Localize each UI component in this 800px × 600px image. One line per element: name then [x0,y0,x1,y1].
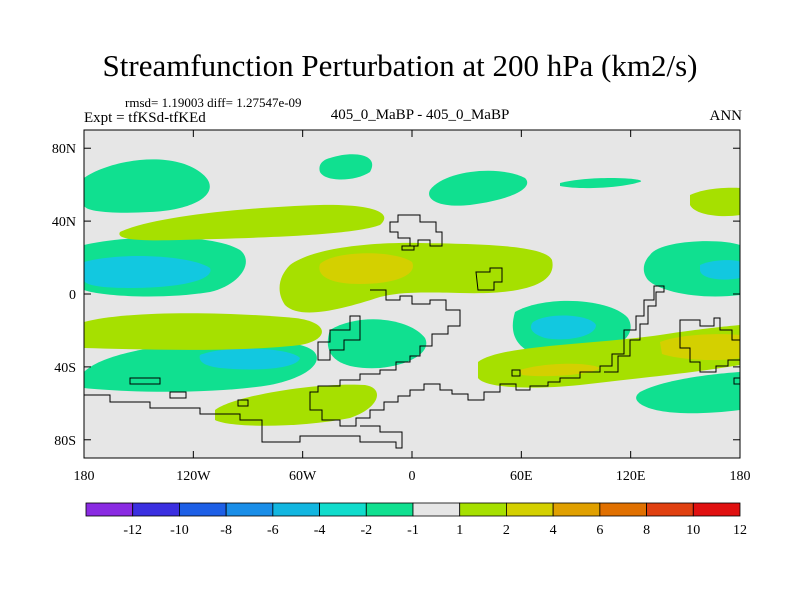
y-tick-label: 40N [52,215,76,230]
contour-neg-2-wpac [643,241,740,297]
contour-neg-4-wpac [700,260,740,280]
coastline-america [309,285,665,427]
contour-fills [84,154,740,426]
colorbar-swatch [132,502,180,517]
x-tick-label: 180 [74,469,95,484]
y-tick-label: 80S [54,434,76,449]
x-tick-label: 120E [616,469,646,484]
colorbar-label: -2 [360,523,372,538]
x-axis: 180 120W 60W 0 60E 120E 180 [74,130,751,484]
chart-title: Streamfunction Perturbation at 200 hPa (… [102,48,698,83]
colorbar-swatch [412,502,461,517]
y-tick-label: 80N [52,142,76,157]
contour-neg-2-northatl [319,154,373,180]
coastline-shore-south [317,315,361,361]
colorbar-swatch [552,502,601,517]
colorbar-label: -8 [220,523,232,538]
colorbar-swatch [646,502,694,517]
x-tick-label: 0 [409,469,416,484]
coastline-spac-islands [129,377,249,407]
coastline-arabia [475,267,503,291]
contour-neg-2-socean-pac [636,372,740,414]
coastlines [84,214,740,449]
x-tick-label: 120W [176,469,211,484]
colorbar-swatch [506,502,554,517]
contour-neg-4-cpac [84,256,211,288]
contour-neg-4-spac [199,348,300,370]
colorbar-label: -1 [407,523,419,538]
contour-pos-1-socean-atl [215,384,377,426]
colorbar-label: -4 [314,523,326,538]
coastline-australia [679,317,740,373]
contour-pos-2-tropics [319,253,413,284]
colorbar-label: 2 [503,523,510,538]
contour-neg-2-asia-north [560,177,642,189]
colorbar-label: 12 [733,523,747,538]
colorbar-swatch [365,502,414,517]
colorbar-swatch [319,502,367,517]
coastline-greenland [389,214,443,247]
colorbar-swatch [459,502,507,517]
coastline-cwpac-island [401,245,415,251]
coastline-nz [733,377,740,385]
y-axis: 80N 40N 0 40S 80S [52,142,740,449]
stats-line: rmsd= 1.19003 diff= 1.27547e-09 [125,95,302,110]
colorbar-label: 6 [596,523,603,538]
experiment-line: Expt = tfKSd-tfKEd [84,110,206,126]
colorbar-label: -6 [267,523,279,538]
cases-line: 405_0_MaBP - 405_0_MaBP [330,107,510,123]
colorbar-swatch [272,502,320,517]
contour-neg-4-sind [530,315,596,340]
colorbar-label: 4 [550,523,557,538]
season-label: ANN [709,108,743,124]
coastline-africa-tip [511,369,521,377]
colorbar-swatch [692,502,741,517]
colorbar-label: 1 [456,523,463,538]
contour-neg-2-satl [327,319,427,369]
colorbar-swatch [179,502,227,517]
y-tick-label: 0 [69,288,76,303]
contour-pos-1-midlat-band [119,204,385,241]
contour-pos-1-npac-west [690,187,740,217]
colorbar-label: 10 [686,523,700,538]
x-tick-label: 60W [289,469,317,484]
x-tick-label: 60E [510,469,533,484]
colorbar-swatch [85,502,134,517]
contour-pos-1-eqpac [84,313,322,350]
contour-neg-2-arctic-eur [429,170,528,206]
contour-neg-2-npac [84,159,210,213]
coastline-antarctica [84,394,403,449]
colorbar-swatch [225,502,274,517]
colorbar-label: -12 [123,523,142,538]
colorbar: -12 -10 -8 -6 -4 -2 -1 1 2 4 6 8 10 12 [85,502,747,538]
x-tick-label: 180 [730,469,751,484]
y-tick-label: 40S [54,361,76,376]
colorbar-swatch [599,502,647,517]
colorbar-label: -10 [170,523,189,538]
colorbar-label: 8 [643,523,650,538]
